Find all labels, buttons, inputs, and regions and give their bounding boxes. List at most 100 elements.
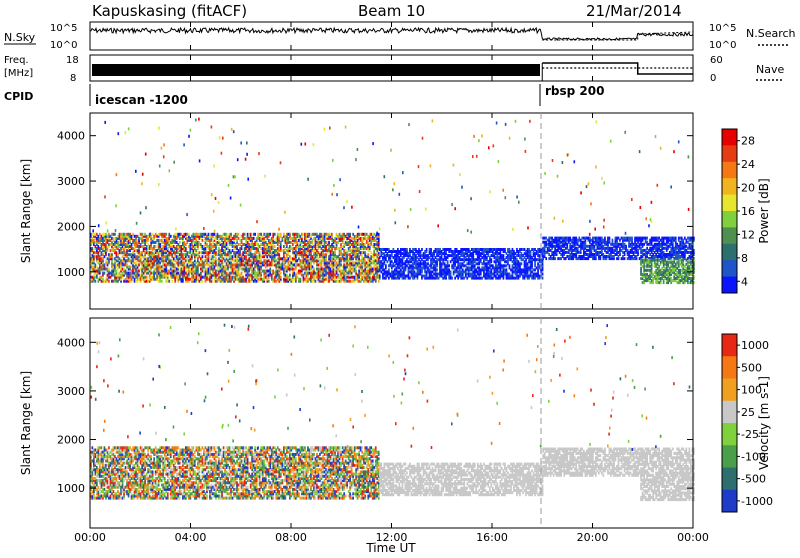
heatmap-cell bbox=[343, 249, 345, 252]
heatmap-cell bbox=[478, 266, 480, 269]
heatmap-cell bbox=[144, 251, 146, 254]
heatmap-cell bbox=[423, 252, 425, 255]
heatmap-cell bbox=[619, 247, 621, 250]
heatmap-cell bbox=[429, 248, 431, 251]
heatmap-cell bbox=[143, 255, 145, 258]
heatmap-cell bbox=[450, 248, 452, 251]
heatmap-cell bbox=[250, 263, 252, 266]
heatmap-cell bbox=[563, 257, 565, 260]
heatmap-cell bbox=[307, 272, 309, 275]
heatmap-cell bbox=[196, 265, 198, 268]
heatmap-cell bbox=[253, 253, 255, 256]
heatmap-cell bbox=[551, 237, 553, 240]
heatmap-cell bbox=[327, 233, 329, 236]
heatmap-cell bbox=[436, 273, 438, 276]
heatmap-cell bbox=[174, 274, 176, 277]
heatmap-cell bbox=[634, 237, 636, 240]
heatmap-cell bbox=[292, 243, 294, 246]
heatmap-cell bbox=[349, 253, 351, 256]
heatmap-cell bbox=[312, 239, 314, 242]
heatmap-cell bbox=[604, 255, 606, 258]
heatmap-cell bbox=[544, 237, 546, 240]
heatmap-cell bbox=[128, 253, 130, 256]
heatmap-cell bbox=[633, 247, 635, 250]
heatmap-cell bbox=[247, 268, 249, 271]
heatmap-cell bbox=[594, 245, 596, 248]
heatmap-cell bbox=[442, 252, 444, 255]
heatmap-cell bbox=[363, 280, 365, 283]
heatmap-cell bbox=[274, 233, 276, 236]
heatmap-cell bbox=[104, 233, 106, 236]
heatmap-cell bbox=[153, 253, 155, 256]
heatmap-cell bbox=[625, 245, 627, 248]
heatmap-cell bbox=[471, 273, 473, 276]
heatmap-cell bbox=[622, 255, 624, 258]
heatmap-cell bbox=[120, 247, 122, 250]
heatmap-cell bbox=[138, 237, 140, 240]
heatmap-cell bbox=[242, 243, 244, 246]
heatmap-cell bbox=[271, 274, 273, 277]
heatmap-cell bbox=[266, 255, 268, 258]
heatmap-cell bbox=[334, 270, 336, 273]
heatmap-cell bbox=[244, 233, 246, 236]
heatmap-cell bbox=[318, 268, 320, 271]
heatmap-cell bbox=[397, 270, 399, 273]
heatmap-cell bbox=[586, 257, 588, 260]
heatmap-cell bbox=[340, 235, 342, 238]
heatmap-cell bbox=[324, 268, 326, 271]
heatmap-cell bbox=[125, 259, 127, 262]
heatmap-cell bbox=[512, 248, 514, 251]
heatmap-cell bbox=[385, 248, 387, 251]
heatmap-cell bbox=[630, 237, 632, 240]
heatmap-cell bbox=[598, 251, 600, 254]
heatmap-cell bbox=[134, 261, 136, 264]
heatmap-cell bbox=[236, 245, 238, 248]
heatmap-cell bbox=[173, 245, 175, 248]
heatmap-cell bbox=[421, 266, 423, 269]
heatmap-cell bbox=[569, 237, 571, 240]
heatmap-cell bbox=[403, 248, 405, 251]
heatmap-cell bbox=[105, 233, 107, 236]
heatmap-cell bbox=[325, 253, 327, 256]
heatmap-cell bbox=[238, 259, 240, 262]
heatmap-cell bbox=[354, 276, 356, 279]
heatmap-cell bbox=[116, 237, 118, 240]
heatmap-cell bbox=[421, 254, 423, 257]
heatmap-cell bbox=[521, 268, 523, 271]
heatmap-cell bbox=[466, 258, 468, 261]
heatmap-cell bbox=[260, 272, 262, 275]
heatmap-cell bbox=[241, 268, 243, 271]
heatmap-cell bbox=[388, 277, 390, 280]
heatmap-cell bbox=[322, 245, 324, 248]
heatmap-cell bbox=[149, 245, 151, 248]
heatmap-cell bbox=[643, 243, 645, 246]
heatmap-cell bbox=[560, 237, 562, 240]
heatmap-cell bbox=[248, 243, 250, 246]
heatmap-cell bbox=[161, 280, 163, 283]
heatmap-cell bbox=[406, 248, 408, 251]
heatmap-cell bbox=[191, 268, 193, 271]
heatmap-cell bbox=[159, 261, 161, 264]
heatmap-cell bbox=[102, 253, 104, 256]
heatmap-cell bbox=[497, 264, 499, 267]
heatmap-cell bbox=[230, 261, 232, 264]
heatmap-cell bbox=[185, 259, 187, 262]
nave-label: Nave bbox=[756, 63, 784, 76]
heatmap-cell bbox=[269, 261, 271, 264]
heatmap-cell bbox=[247, 241, 249, 244]
heatmap-cell bbox=[451, 277, 453, 280]
heatmap-cell bbox=[162, 241, 164, 244]
heatmap-cell bbox=[370, 261, 372, 264]
heatmap-cell bbox=[474, 264, 476, 267]
heatmap-cell bbox=[283, 233, 285, 236]
heatmap-cell bbox=[565, 237, 567, 240]
heatmap-cell bbox=[450, 254, 452, 257]
heatmap-cell bbox=[285, 251, 287, 254]
heatmap-cell bbox=[156, 235, 158, 238]
heatmap-cell bbox=[394, 254, 396, 257]
heatmap-cell bbox=[153, 235, 155, 238]
heatmap-cell bbox=[400, 258, 402, 261]
heatmap-cell bbox=[262, 270, 264, 273]
heatmap-cell bbox=[550, 241, 552, 244]
heatmap-cell bbox=[474, 258, 476, 261]
